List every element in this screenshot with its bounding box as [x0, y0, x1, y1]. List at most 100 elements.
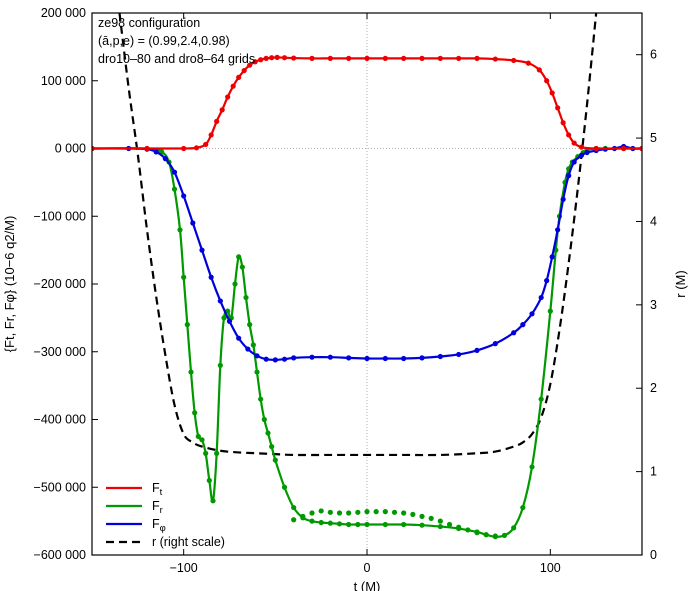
data-point-fphi [544, 278, 550, 284]
data-point-ft [203, 141, 209, 148]
data-point-fr [355, 521, 361, 528]
data-point-ft [214, 118, 220, 124]
data-point-fr-dro8-64-points- [382, 509, 388, 515]
data-point-ft [263, 55, 269, 61]
zero-grid-lines [92, 13, 642, 555]
data-point-fphi [566, 173, 572, 179]
x-tick-label: 100 [540, 561, 561, 575]
data-point-ft [621, 145, 627, 152]
data-point-fphi [153, 149, 159, 155]
data-point-ft [492, 56, 498, 62]
data-point-fr-dro8-64-points- [309, 510, 315, 516]
data-point-fr-dro8-64-points- [300, 513, 306, 519]
y2-axis-label: r (M) [673, 270, 688, 297]
data-point-fphi [437, 353, 443, 360]
data-point-fphi [208, 274, 214, 280]
data-point-fr-dro8-64-points- [483, 532, 489, 538]
data-point-fphi [346, 355, 352, 361]
data-point-fr [511, 525, 517, 531]
data-point-ft [346, 55, 352, 61]
data-point-fr [199, 437, 205, 443]
y2-tick-label: 3 [650, 298, 657, 312]
data-point-ft [193, 145, 200, 151]
legend-label: Fφ [152, 517, 166, 534]
data-point-ft [593, 145, 599, 152]
data-point-ft [92, 145, 95, 152]
data-point-fr [437, 523, 443, 530]
x-axis-ticks: −100 0 100 [170, 13, 561, 575]
data-point-ft [419, 55, 425, 61]
data-point-ft [269, 55, 275, 61]
y-tick-label: −200 000 [34, 277, 87, 291]
right-y-axis-ticks: 0 1 2 3 4 5 6 [636, 48, 657, 562]
data-point-fr [203, 450, 209, 456]
data-point-fr [269, 444, 275, 450]
data-point-fphi [538, 294, 544, 301]
data-point-fphi [584, 149, 590, 156]
y-axis-label: {Ft, Fr, Fφ} (10−6 q2/M) [2, 216, 17, 353]
data-point-fr-dro8-64-points- [355, 509, 361, 515]
data-point-fphi [291, 355, 297, 361]
data-point-fr [217, 362, 223, 368]
data-point-ft [560, 120, 566, 126]
data-point-fr [272, 457, 278, 463]
data-point-ft [364, 55, 370, 61]
data-point-fr [239, 264, 245, 270]
data-point-fr [318, 519, 324, 526]
annotation-line-3: dro10–80 and dro8–64 grids [98, 52, 255, 66]
data-point-fr-dro8-64-points- [336, 510, 343, 516]
data-point-fr [192, 410, 198, 416]
data-point-fphi [511, 330, 517, 336]
x-axis-label: t (M) [354, 579, 381, 591]
data-point-fphi [474, 347, 480, 353]
data-point-ft [327, 55, 333, 61]
data-point-fr [281, 484, 288, 490]
y-tick-label: −500 000 [34, 480, 87, 494]
data-point-fphi [217, 298, 223, 304]
y-tick-label: −100 000 [34, 209, 87, 223]
annotation-line-1: ze98 configuration [98, 16, 200, 30]
data-point-fr-dro8-64-points- [428, 515, 434, 522]
data-point-fphi [199, 247, 205, 253]
y2-tick-label: 5 [650, 131, 657, 145]
data-point-ft [474, 55, 480, 61]
data-point-fr-dro8-64-points- [446, 521, 453, 528]
data-point-fr [214, 450, 220, 456]
x-tick-label: −100 [170, 561, 198, 575]
data-point-ft [252, 59, 258, 65]
data-point-ft [309, 55, 315, 61]
data-point-fr [382, 521, 388, 528]
data-point-fr [261, 416, 267, 423]
data-point-fr [221, 315, 227, 321]
data-point-ft [219, 107, 225, 113]
data-point-fr [171, 186, 178, 192]
data-point-fr-dro8-64-points- [318, 508, 324, 514]
data-point-ft [225, 94, 231, 100]
data-point-ft [549, 90, 555, 96]
data-point-fr [210, 498, 216, 504]
data-point-fphi [226, 318, 233, 324]
y-tick-label: 100 000 [41, 74, 86, 88]
data-point-fphi [549, 254, 555, 260]
data-point-fphi [281, 356, 288, 362]
data-point-fr [538, 396, 544, 402]
y-tick-label: −600 000 [34, 548, 87, 562]
data-point-fr-dro8-64-points- [291, 517, 297, 523]
data-point-fphi [327, 354, 333, 360]
plot-frame [91, 12, 643, 556]
data-point-ft [247, 62, 253, 68]
data-point-ft [544, 78, 550, 84]
series-line-r [118, 13, 598, 457]
data-point-fr [346, 521, 352, 528]
data-point-fr [419, 522, 425, 528]
data-point-fphi [263, 356, 269, 362]
data-point-fr-dro8-64-points- [327, 509, 333, 515]
data-point-ft [236, 74, 242, 80]
data-point-fphi [254, 353, 260, 359]
data-point-fr-dro8-64-points- [346, 510, 352, 516]
x-tick-label: 0 [364, 561, 371, 575]
data-point-ft [555, 105, 561, 111]
legend-label: Ft [152, 481, 163, 498]
data-point-fphi [520, 322, 526, 328]
